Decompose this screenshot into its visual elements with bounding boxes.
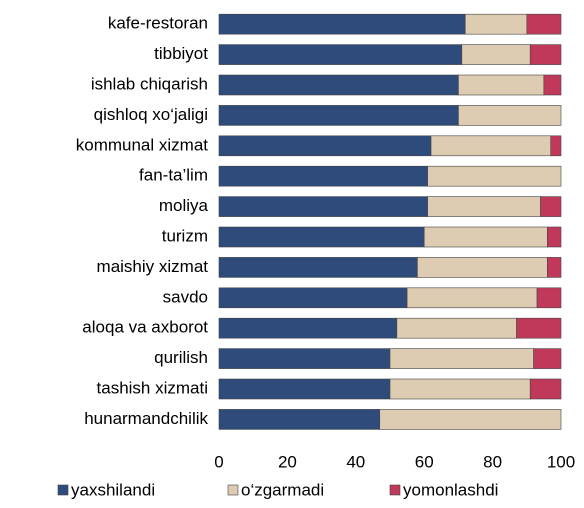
bar-segment — [389, 378, 531, 400]
legend-swatch — [57, 484, 69, 496]
bar-segment — [529, 378, 562, 400]
bar-segment — [379, 409, 562, 430]
legend-label: yomonlashdi — [403, 480, 498, 499]
bar-segment — [458, 105, 562, 126]
bar-segment — [406, 287, 538, 309]
bar-segment — [218, 287, 408, 309]
y-tick-label: qurilish — [154, 348, 208, 367]
y-tick-label: tashish xizmati — [97, 378, 208, 397]
y-tick-label: fan-ta’lim — [139, 166, 208, 185]
bar-segment — [389, 348, 534, 369]
bar-segment — [533, 348, 562, 369]
y-tick-label: qishloq xo‘jaligi — [94, 105, 208, 124]
bar-segment — [218, 317, 398, 339]
bar-segment — [526, 13, 562, 35]
bar-segment — [536, 287, 562, 309]
y-tick-label: maishiy xizmat — [97, 257, 209, 276]
bar-segment — [218, 226, 425, 248]
bar-segment — [218, 74, 459, 96]
bar-segment — [218, 105, 459, 126]
bar-segment — [427, 165, 562, 187]
bar-segment — [218, 135, 432, 157]
bar-segment — [461, 44, 531, 65]
bar-segment — [218, 165, 428, 187]
bar-segment — [540, 196, 562, 217]
bar-segment — [547, 226, 562, 248]
x-tick-label: 0 — [214, 452, 223, 471]
legend-swatch — [227, 484, 239, 496]
y-tick-label: aloqa va axborot — [82, 318, 208, 337]
bar-segment — [218, 348, 391, 369]
bar-segment — [218, 44, 463, 65]
bar-segment — [423, 226, 548, 248]
legend-label: o‘zgarmadi — [241, 480, 324, 499]
y-tick-label: moliya — [159, 196, 209, 215]
y-tick-label: kommunal xizmat — [76, 135, 209, 154]
bar-segment — [430, 135, 552, 157]
y-tick-label: turizm — [162, 226, 208, 245]
x-tick-label: 100 — [547, 452, 575, 471]
bar-segment — [547, 257, 562, 278]
bar-segment — [396, 317, 517, 339]
legend-label: yaxshilandi — [71, 480, 155, 499]
bar-segment — [218, 378, 391, 400]
bar-segment — [218, 196, 428, 217]
bar-segment — [464, 13, 528, 35]
y-tick-label: kafe-restoran — [108, 14, 208, 33]
y-tick-label: hunarmandchilik — [84, 409, 208, 428]
x-tick-label: 80 — [483, 452, 502, 471]
x-tick-label: 60 — [415, 452, 434, 471]
y-tick-label: savdo — [163, 287, 208, 306]
bar-segment — [516, 317, 562, 339]
bar-segment — [427, 196, 541, 217]
bar-segment — [218, 409, 381, 430]
x-tick-label: 40 — [346, 452, 365, 471]
bar-segment — [417, 257, 548, 278]
x-tick-label: 20 — [278, 452, 297, 471]
bar-segment — [218, 257, 418, 278]
bar-segment — [529, 44, 562, 65]
bar-segment — [218, 13, 466, 35]
legend-swatch — [389, 484, 401, 496]
bar-segment — [458, 74, 545, 96]
y-tick-label: tibbiyot — [154, 44, 208, 63]
bar-segment — [543, 74, 562, 96]
bar-segment — [550, 135, 562, 157]
y-tick-label: ishlab chiqarish — [91, 74, 208, 93]
